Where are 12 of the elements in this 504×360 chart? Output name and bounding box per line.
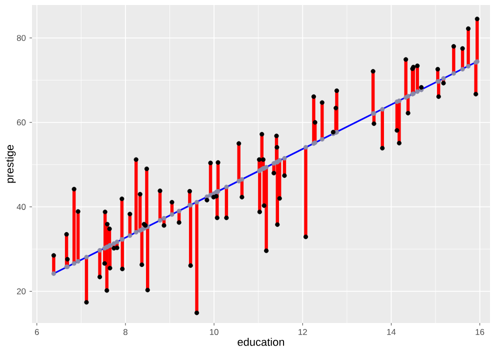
x-tick-label: 8 (123, 329, 128, 336)
x-tick-label: 16 (476, 329, 484, 336)
y-tick-label: 80 (16, 34, 26, 41)
x-tick-label: 10 (210, 329, 218, 336)
x-tick-label: 6 (34, 329, 39, 336)
x-axis-title: education (238, 338, 284, 346)
y-tick-label: 40 (16, 204, 26, 210)
x-tick-label: 14 (387, 329, 396, 335)
y-tick-label: 60 (17, 119, 26, 126)
y-tick-label: 20 (16, 288, 26, 294)
x-tick-label: 12 (298, 329, 307, 335)
y-axis-title: prestige (6, 144, 16, 183)
